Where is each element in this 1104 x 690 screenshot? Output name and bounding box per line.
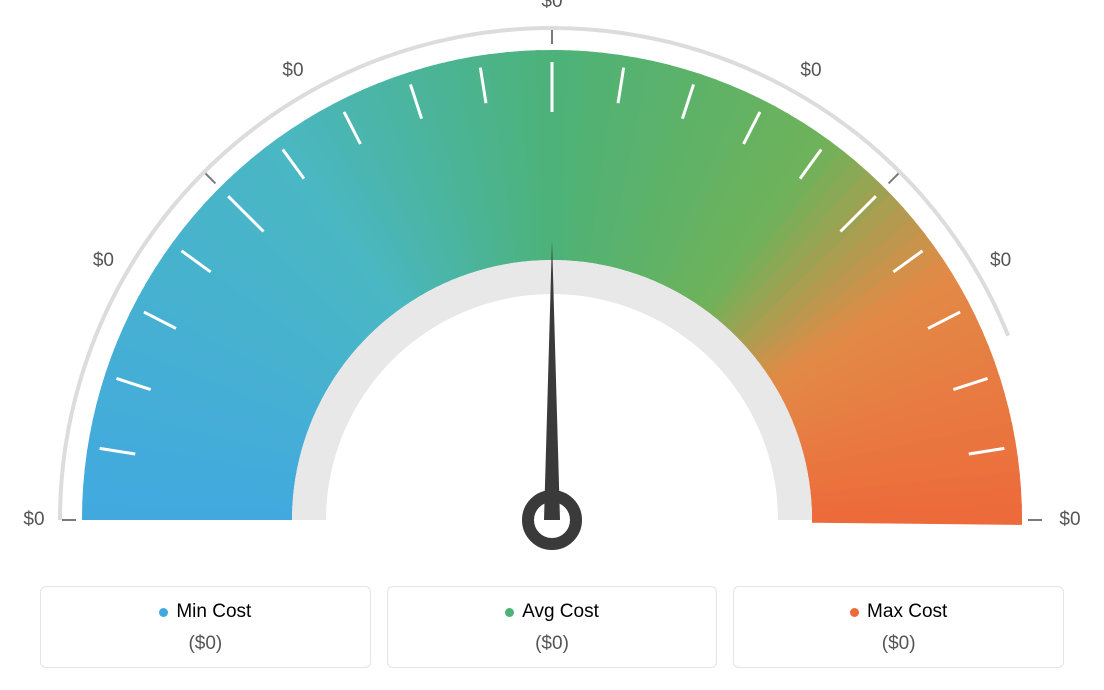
dot-icon	[850, 608, 859, 617]
scale-label: $0	[23, 509, 44, 531]
scale-label: $0	[282, 60, 303, 82]
legend-avg-value: ($0)	[398, 633, 707, 655]
scale-label: $0	[541, 0, 562, 13]
scale-label: $0	[990, 250, 1011, 272]
legend-max-title: Max Cost	[850, 601, 947, 623]
legend-max: Max Cost ($0)	[733, 586, 1064, 668]
legend-avg: Avg Cost ($0)	[387, 586, 718, 668]
gauge-svg	[0, 0, 1104, 560]
legend-min-value: ($0)	[51, 633, 360, 655]
legend-avg-label: Avg Cost	[522, 601, 599, 623]
dot-icon	[159, 608, 168, 617]
legend-min: Min Cost ($0)	[40, 586, 371, 668]
scale-label: $0	[93, 250, 114, 272]
legend-min-label: Min Cost	[176, 601, 251, 623]
scale-label: $0	[1059, 509, 1080, 531]
gauge-area: $0 $0 $0 $0 $0 $0 $0	[0, 0, 1104, 560]
legend-min-title: Min Cost	[159, 601, 251, 623]
legend-row: Min Cost ($0) Avg Cost ($0) Max Cost ($0…	[40, 586, 1064, 668]
cost-gauge-chart: $0 $0 $0 $0 $0 $0 $0 Min Cost ($0) Avg Cost ($…	[0, 0, 1104, 690]
legend-avg-title: Avg Cost	[505, 601, 599, 623]
scale-label: $0	[800, 60, 821, 82]
dot-icon	[505, 608, 514, 617]
legend-max-value: ($0)	[744, 633, 1053, 655]
legend-max-label: Max Cost	[867, 601, 947, 623]
